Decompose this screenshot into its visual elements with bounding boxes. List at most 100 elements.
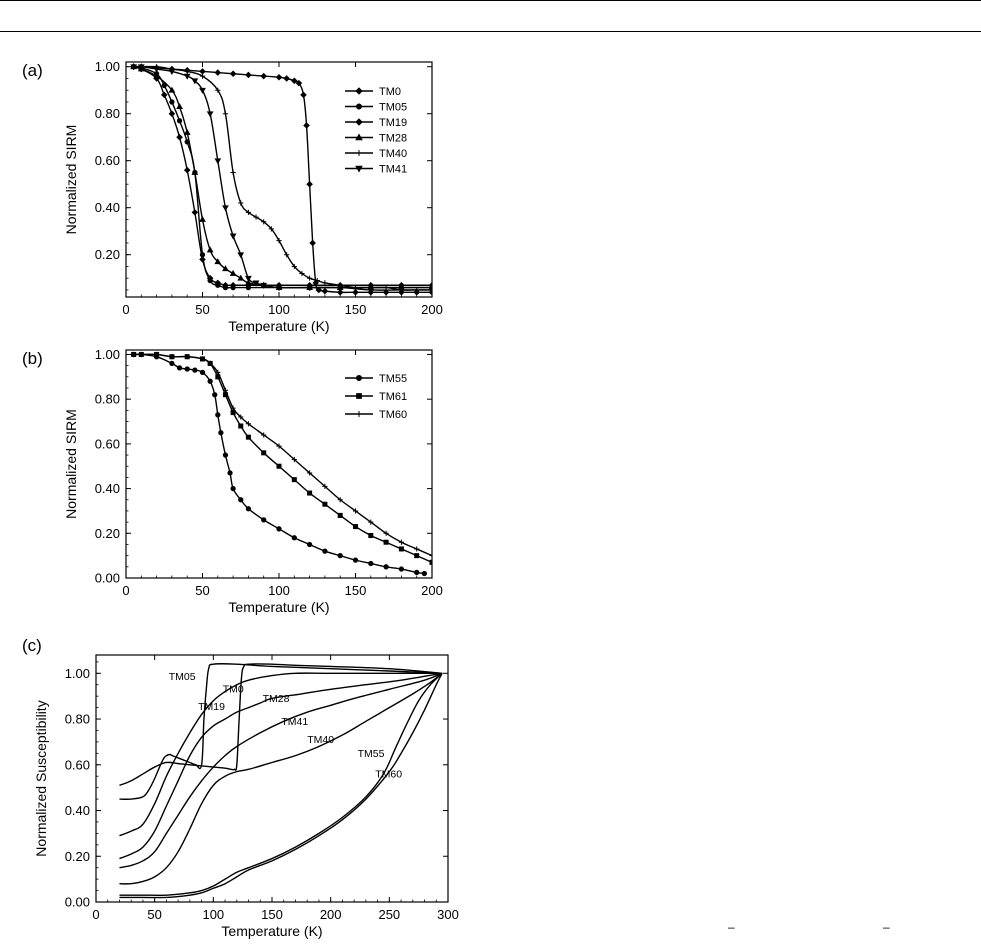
data-point <box>421 570 427 577</box>
data-point <box>199 215 206 222</box>
legend-entry: TM41 <box>379 164 407 176</box>
series-tm28 <box>119 672 443 860</box>
data-point <box>275 73 283 81</box>
x-tick-label: 250 <box>378 907 400 922</box>
data-point <box>398 546 404 552</box>
data-point <box>154 351 160 358</box>
data-point <box>238 200 244 206</box>
data-point <box>153 72 160 79</box>
legend-entry: TM28 <box>379 133 407 145</box>
series-tm60 <box>131 351 432 559</box>
data-point <box>168 110 176 117</box>
data-point <box>199 68 206 75</box>
data-point <box>222 281 229 289</box>
panel-label: (b) <box>22 349 43 368</box>
y-tick-label: 0.40 <box>95 200 120 215</box>
x-axis-label: Temperature (K) <box>221 923 322 939</box>
y-tick-label: 0.80 <box>95 106 120 121</box>
data-point <box>367 287 375 294</box>
data-point <box>183 73 191 80</box>
data-point <box>368 519 374 525</box>
series-line <box>133 66 432 289</box>
data-point <box>199 73 206 79</box>
curve-label: TM0 <box>223 684 244 696</box>
data-point <box>199 87 206 94</box>
data-point <box>191 209 199 216</box>
data-point <box>199 369 206 375</box>
data-point <box>276 443 282 449</box>
data-point <box>306 541 313 548</box>
y-tick-label: 0.40 <box>65 803 90 818</box>
y-axis-label: Normalized SIRM <box>63 125 79 235</box>
x-tick-label: 50 <box>195 583 209 598</box>
data-point <box>429 559 432 565</box>
legend-marker <box>356 393 362 399</box>
x-tick-label: 200 <box>421 583 443 598</box>
data-point <box>169 99 175 105</box>
data-point <box>245 209 251 215</box>
data-point <box>229 269 237 276</box>
data-point <box>414 569 420 576</box>
data-point <box>291 77 298 85</box>
series-line <box>119 672 443 897</box>
data-point <box>299 270 305 277</box>
data-point <box>284 252 290 258</box>
data-point <box>192 367 198 373</box>
y-tick-label: 0.40 <box>95 481 120 496</box>
data-point <box>222 205 229 212</box>
data-point <box>176 118 183 124</box>
data-point <box>191 168 199 175</box>
data-point <box>229 70 237 78</box>
data-point <box>260 282 268 289</box>
data-point <box>176 103 183 110</box>
data-point <box>230 485 236 492</box>
x-tick-label: 200 <box>421 302 443 317</box>
data-point <box>169 354 175 360</box>
x-tick-label: 50 <box>195 302 209 317</box>
x-tick-label: 100 <box>268 583 290 598</box>
data-point <box>398 539 404 545</box>
legend: TM55 TM61 TM60 <box>345 373 407 421</box>
data-point <box>368 533 374 539</box>
data-point <box>276 463 282 469</box>
data-point <box>398 566 405 572</box>
data-point <box>160 91 168 99</box>
series-tm19 <box>119 672 443 837</box>
x-tick-label: 0 <box>122 302 129 317</box>
series-line <box>133 65 432 291</box>
legend-entry: TM0 <box>379 86 401 98</box>
series-line <box>133 66 432 289</box>
legend-marker <box>355 118 363 126</box>
data-point <box>295 79 303 87</box>
legend-entry: TM40 <box>379 148 407 160</box>
top-rule <box>0 0 981 1</box>
data-point <box>215 412 221 418</box>
x-tick-label: 150 <box>345 583 367 598</box>
data-point <box>303 122 310 129</box>
data-point <box>252 280 260 287</box>
data-point <box>176 365 183 371</box>
data-point <box>138 351 144 358</box>
y-tick-label: 0.00 <box>65 895 90 910</box>
data-point <box>176 133 183 141</box>
header-rule <box>0 31 981 32</box>
data-point <box>222 387 229 393</box>
data-point <box>183 166 191 174</box>
curve-label: TM41 <box>281 716 308 728</box>
series-tm0 <box>130 63 432 296</box>
series-tm55 <box>119 672 443 897</box>
data-point <box>306 285 313 292</box>
x-tick-label: 100 <box>202 907 224 922</box>
curve-label: TM19 <box>198 701 225 713</box>
footer-mark-2: – <box>883 920 890 934</box>
y-tick-label: 1.00 <box>95 59 120 74</box>
data-point <box>306 180 313 188</box>
data-point <box>215 87 221 93</box>
panel-label: (c) <box>22 636 42 655</box>
data-point <box>214 279 222 287</box>
y-tick-label: 0.60 <box>95 436 120 451</box>
panel-label: (a) <box>22 61 43 80</box>
legend-entry: TM60 <box>379 409 407 421</box>
data-point <box>291 456 297 463</box>
data-point <box>322 501 328 507</box>
